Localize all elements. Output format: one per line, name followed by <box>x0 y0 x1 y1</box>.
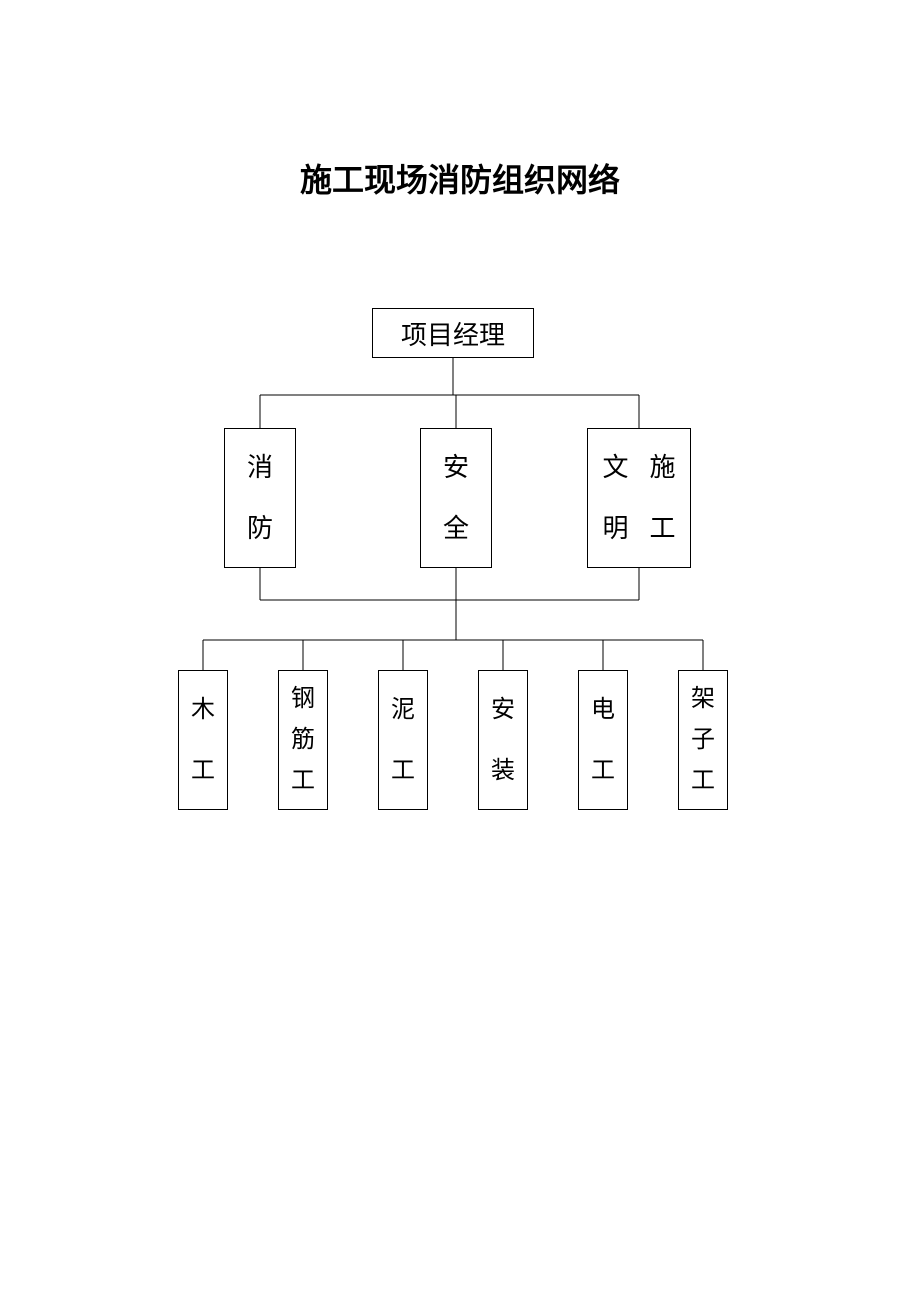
node-root-label: 项目经理 <box>401 315 505 352</box>
node-char: 工 <box>291 769 315 793</box>
node-char: 子 <box>691 728 715 752</box>
node-installer: 安装 <box>478 670 528 810</box>
node-char: 架 <box>691 687 715 711</box>
node-char: 筋 <box>291 728 315 752</box>
node-char: 工 <box>391 759 415 783</box>
node-char: 防 <box>247 516 273 542</box>
node-char: 木 <box>191 698 215 722</box>
node-char: 消 <box>247 455 273 481</box>
node-char: 钢 <box>291 687 315 711</box>
page-title: 施工现场消防组织网络 <box>0 155 920 201</box>
node-rebar: 钢筋工 <box>278 670 328 810</box>
node-safety: 安全 <box>420 428 492 568</box>
node-char: 工 <box>691 769 715 793</box>
node-char: 安 <box>491 698 515 722</box>
node-char: 安 <box>443 455 469 481</box>
node-char: 装 <box>491 759 515 783</box>
node-char: 文 <box>602 455 628 481</box>
node-carpenter: 木工 <box>178 670 228 810</box>
node-col: 施工 <box>639 437 686 559</box>
node-civil: 文明施工 <box>587 428 691 568</box>
node-col: 文明 <box>592 437 639 559</box>
node-char: 工 <box>649 516 675 542</box>
node-char: 工 <box>591 759 615 783</box>
node-mason: 泥工 <box>378 670 428 810</box>
node-fire: 消防 <box>224 428 296 568</box>
node-char: 泥 <box>391 698 415 722</box>
node-char: 工 <box>191 759 215 783</box>
node-char: 全 <box>443 516 469 542</box>
node-char: 电 <box>591 698 615 722</box>
node-electrician: 电工 <box>578 670 628 810</box>
node-char: 施 <box>649 455 675 481</box>
node-root: 项目经理 <box>372 308 534 358</box>
node-scaffolder: 架子工 <box>678 670 728 810</box>
node-char: 明 <box>602 516 628 542</box>
